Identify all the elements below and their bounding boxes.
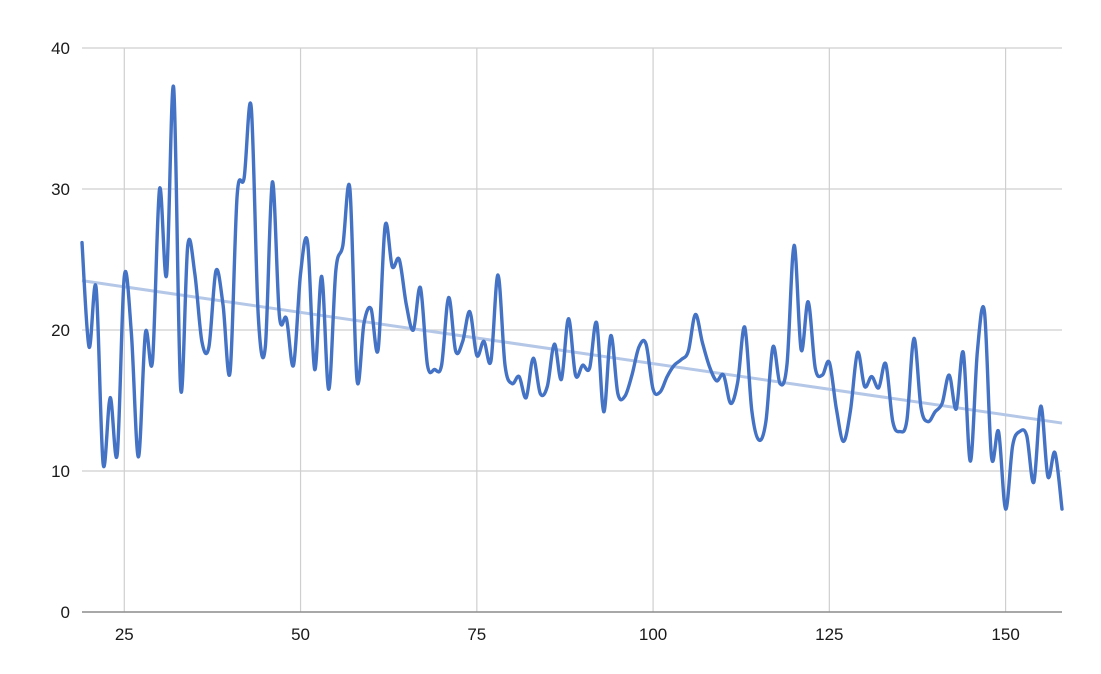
y-tick-label: 20 [51,321,70,340]
x-tick-label: 75 [467,625,486,644]
data-series-line [80,84,1064,511]
x-tick-label: 50 [291,625,310,644]
x-tick-label: 125 [815,625,843,644]
y-tick-label: 40 [51,39,70,58]
x-tick-label: 150 [991,625,1019,644]
x-tick-label: 100 [639,625,667,644]
gridlines [82,47,1062,612]
y-tick-label: 0 [61,603,70,622]
x-tick-label: 25 [115,625,134,644]
tick-labels: 0 10 20 30 40 25 50 75 100 125 150 [51,39,1020,644]
series-lines [80,84,1064,511]
y-tick-label: 10 [51,462,70,481]
y-tick-label: 30 [51,180,70,199]
